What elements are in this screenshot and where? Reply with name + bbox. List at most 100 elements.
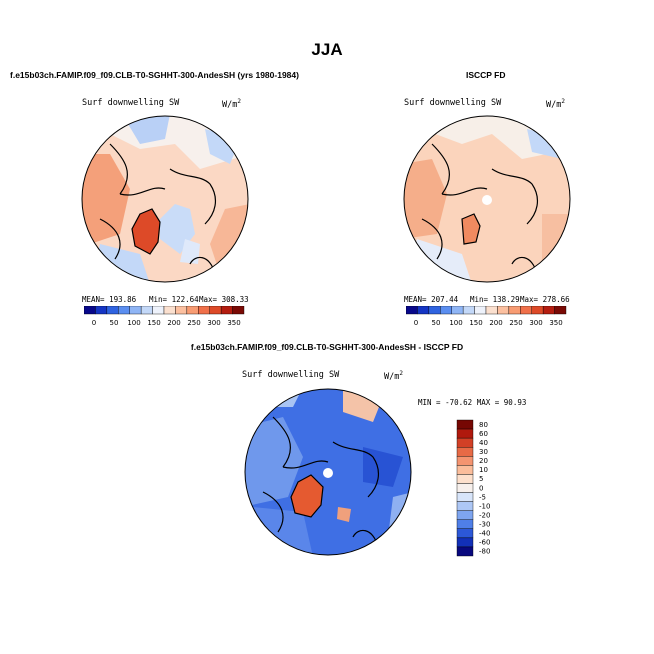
model-colorbar-swatch: [118, 306, 130, 315]
diff-units-label: W/m2: [384, 370, 403, 382]
diff-panel-title: f.e15b03ch.FAMIP.f09_f09.CLB-T0-SGHHT-30…: [190, 342, 464, 352]
obs-colorbar-swatch: [428, 306, 441, 315]
model-colorbar-swatch: [209, 306, 222, 315]
diff-colorbar-swatch: [456, 456, 474, 466]
obs-colorbar-tick: 250: [509, 319, 522, 327]
diff-minmax-stat: MIN = -70.62 MAX = 90.93: [418, 398, 527, 407]
model-colorbar-swatch: [84, 306, 96, 315]
obs-colorbar-tick: 100: [449, 319, 462, 327]
diff-colorbar-label: 60: [479, 430, 488, 438]
diff-colorbar-swatch: [456, 419, 474, 430]
diff-colorbar-label: -20: [479, 511, 490, 519]
model-units-label: W/m2: [222, 98, 241, 110]
diff-colorbar-swatch: [456, 474, 474, 484]
model-colorbar-tick: 200: [167, 319, 180, 327]
obs-polar-gap: [482, 195, 492, 205]
diff-colorbar-label: -10: [479, 502, 490, 510]
obs-colorbar-tick: 150: [469, 319, 482, 327]
model-colorbar-swatch: [186, 306, 199, 315]
obs-colorbar-swatch: [497, 306, 510, 315]
model-colorbar: 0 50 100 150 200 250 300 350: [84, 306, 245, 327]
model-mean-stat: MEAN= 193.86: [82, 295, 137, 304]
diff-colorbar-label: -5: [479, 493, 486, 501]
model-colorbar-tick: 350: [227, 319, 240, 327]
diff-colorbar-swatch: [456, 428, 474, 439]
obs-coastlines: [421, 143, 539, 275]
diff-colorbar-label: 30: [479, 448, 488, 456]
obs-colorbar-swatch: [417, 306, 430, 315]
model-colorbar-swatch: [232, 306, 245, 315]
diff-greenland-region: [291, 475, 323, 517]
obs-polar-map: [403, 115, 571, 283]
diff-colorbar-swatch: [456, 483, 474, 493]
model-colorbar-tick: 300: [207, 319, 220, 327]
obs-min-stat: Min= 138.29: [470, 295, 520, 304]
obs-mean-stat: MEAN= 207.44: [404, 295, 459, 304]
obs-colorbar-swatch: [520, 306, 532, 315]
model-coastlines: [99, 143, 217, 275]
obs-colorbar-swatch: [531, 306, 544, 315]
model-colorbar-swatch: [198, 306, 210, 315]
model-colorbar-tick: 100: [127, 319, 140, 327]
diff-colorbar-swatch: [456, 447, 474, 457]
diff-colorbar-swatch: [456, 510, 474, 520]
obs-panel-title: ISCCP FD: [466, 70, 506, 80]
obs-colorbar-swatch: [406, 306, 418, 315]
diff-colorbar-label: -60: [479, 539, 490, 547]
model-min-stat: Min= 122.64: [149, 295, 199, 304]
diff-greenland-coast: [290, 474, 324, 518]
model-colorbar-swatch: [175, 306, 188, 315]
diff-positive-region-europe: [337, 507, 351, 522]
obs-variable-label: Surf downwelling SW: [404, 98, 502, 108]
model-colorbar-tick: 0: [92, 319, 96, 327]
obs-colorbar-tick: 300: [529, 319, 542, 327]
diff-colorbar-label: 80: [479, 421, 488, 429]
obs-map-border: [403, 115, 571, 283]
obs-greenland-region: [462, 214, 480, 244]
obs-colorbar-tick: 50: [432, 319, 441, 327]
diff-colorbar-swatch: [456, 537, 474, 548]
model-colorbar-tick: 150: [147, 319, 160, 327]
obs-colorbar-swatch: [474, 306, 487, 315]
obs-colorbar-tick: 200: [489, 319, 502, 327]
obs-colorbar-swatch: [440, 306, 452, 315]
model-polar-map: [81, 115, 249, 283]
obs-colorbar-swatch: [554, 306, 567, 315]
obs-colorbar-tick: 0: [414, 319, 418, 327]
model-colorbar-swatch: [163, 306, 176, 315]
model-variable-label: Surf downwelling SW: [82, 98, 180, 108]
diff-colorbar-swatch: [456, 501, 474, 511]
diff-colorbar-label: 40: [479, 439, 488, 447]
diff-coastlines: [262, 416, 380, 548]
diff-colorbar-label: -30: [479, 521, 490, 529]
model-colorbar-tick: 250: [187, 319, 200, 327]
figure-title: JJA: [311, 40, 343, 59]
obs-warm-region-west: [404, 159, 447, 239]
model-panel-title: f.e15b03ch.FAMIP.f09_f09.CLB-T0-SGHHT-30…: [10, 70, 299, 80]
diff-colorbar-label: 20: [479, 457, 488, 465]
obs-greenland-coast: [461, 213, 481, 245]
obs-max-stat: Max= 278.66: [520, 295, 570, 304]
model-colorbar-swatch: [129, 306, 142, 315]
model-greenland-coast: [131, 208, 161, 255]
model-greenland-region: [132, 209, 160, 254]
diff-map-border: [244, 388, 412, 556]
diff-colorbar-swatch: [456, 437, 474, 448]
model-colorbar-swatch: [140, 306, 153, 315]
model-max-stat: Max= 308.33: [199, 295, 249, 304]
obs-colorbar-swatch: [508, 306, 521, 315]
diff-polar-gap: [323, 468, 333, 478]
diff-polar-map: [244, 388, 412, 556]
diff-variable-label: Surf downwelling SW: [242, 370, 340, 380]
model-colorbar-swatch: [220, 306, 233, 315]
model-colorbar-swatch: [106, 306, 119, 315]
model-colorbar-swatch: [152, 306, 165, 315]
obs-colorbar-swatch: [542, 306, 555, 315]
diff-colorbar-swatch: [456, 546, 474, 557]
obs-colorbar-swatch: [462, 306, 475, 315]
diff-weak-negative-west: [245, 417, 303, 507]
diff-colorbar-label: 5: [479, 475, 483, 483]
diff-colorbar-swatch: [456, 465, 474, 475]
model-map-border: [81, 115, 249, 283]
